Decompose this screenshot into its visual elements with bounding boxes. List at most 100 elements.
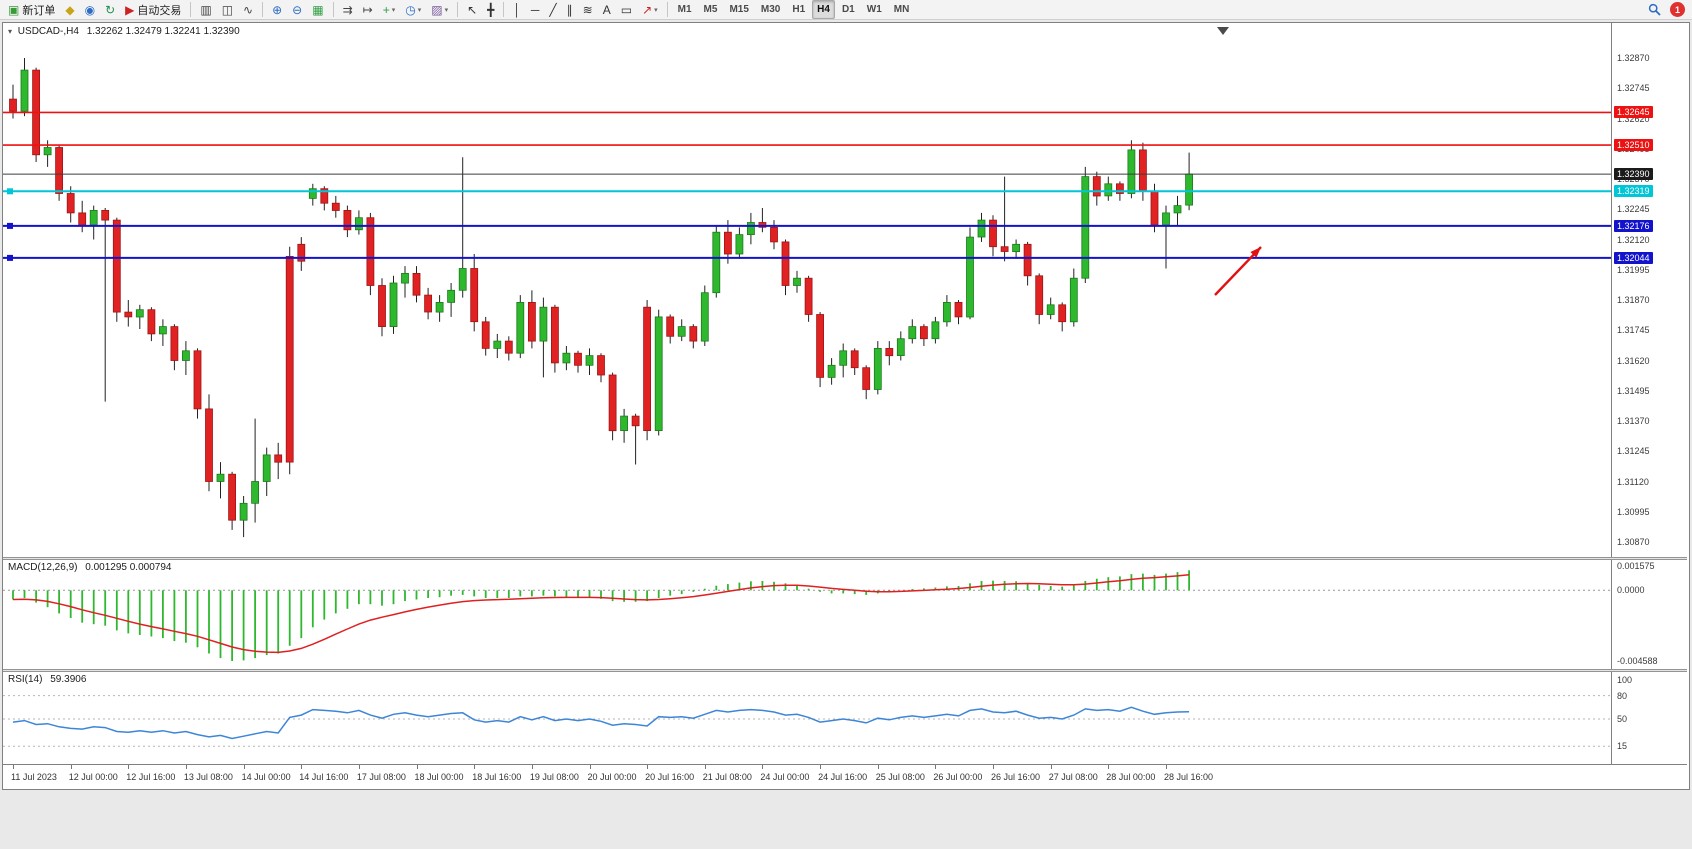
axis-label: 1.31870 [1617, 295, 1650, 305]
candle-up [1069, 277, 1078, 323]
axis-label: 1.31495 [1617, 385, 1650, 396]
candle-up [873, 347, 882, 390]
indicators-button[interactable]: + ▾ [379, 0, 400, 19]
timeframe-m15[interactable]: M15 [724, 0, 753, 19]
price-axis[interactable]: 1.328701.327451.326201.324951.323701.322… [1611, 23, 1688, 764]
auto-trading-button[interactable]: ▶ 自动交易 [121, 0, 185, 19]
timeframe-m30[interactable]: M30 [756, 0, 785, 19]
chart-shift-button[interactable]: ↦ [359, 0, 377, 19]
macd-signal-line [12, 573, 1190, 654]
time-tick [820, 765, 822, 769]
candle-down [366, 217, 375, 286]
arrow-annotation[interactable] [1214, 246, 1262, 296]
text-label-icon: ▭ [620, 2, 633, 17]
metaeditor-button[interactable]: ◆ [61, 0, 78, 19]
candle-up [262, 454, 271, 482]
fibonacci-button[interactable]: ≋ [579, 0, 597, 19]
axis-label: 1.31995 [1617, 264, 1650, 275]
dropdown-arrow-icon[interactable]: ▾ [417, 6, 422, 14]
toolbar: ▣ 新订单 ◆ ◉ ↻ ▶ 自动交易 ▥ ◫ ∿ ⊕ ⊖ ▦ ⇉ ↦ + ▾ ◷ ▾ ▨ ▾ ↖ ╋ │ ─ ╱ ∥ ≋ A ▭ ↗ ▾ M1 M… [0, 0, 1692, 20]
crosshair-button[interactable]: ╋ [483, 0, 498, 19]
timeframe-m1[interactable]: M1 [673, 0, 697, 19]
time-tick [474, 765, 476, 769]
candle-down [816, 314, 824, 378]
support-line-blue-1-handle[interactable] [7, 222, 13, 229]
candle-up [1127, 149, 1136, 194]
refresh-button[interactable]: ↻ [101, 0, 119, 19]
candle-up [181, 350, 190, 361]
notifications-badge[interactable]: 1 [1670, 2, 1685, 17]
candle-down [481, 321, 490, 349]
text-button[interactable]: A [599, 0, 615, 19]
price-badge: 1.32176 [1614, 219, 1653, 232]
support-line-cyan-handle[interactable] [7, 188, 13, 195]
one-click-trading-icon[interactable]: ▾ [8, 27, 13, 36]
candle-up [712, 231, 721, 294]
market-watch-button[interactable]: ◉ [81, 0, 99, 19]
new-order-button[interactable]: ▣ 新订单 [4, 0, 59, 19]
chart-shift-marker[interactable] [1217, 27, 1229, 35]
support-line-blue-2-handle[interactable] [7, 254, 13, 261]
channel-button[interactable]: ∥ [563, 0, 577, 19]
time-tick [589, 765, 591, 769]
candle-down [574, 352, 582, 366]
cursor-button[interactable]: ↖ [463, 0, 481, 19]
timeframe-mn[interactable]: MN [889, 0, 915, 19]
candle-down [170, 326, 179, 361]
search-button[interactable] [1644, 0, 1665, 19]
macd-panel[interactable] [3, 560, 1611, 669]
panel-splitter-macd[interactable] [3, 557, 1687, 560]
dropdown-arrow-icon[interactable]: ▾ [654, 6, 658, 14]
candle-down [954, 301, 963, 318]
rsi-panel[interactable] [3, 672, 1611, 764]
candle-up [620, 415, 628, 432]
candle-down [920, 326, 928, 340]
candle-up [1012, 243, 1020, 253]
candle-down [412, 272, 421, 296]
candle-up [239, 502, 248, 521]
time-tick [416, 765, 418, 769]
arrow-annotation-head[interactable] [1250, 247, 1261, 258]
timeframe-d1[interactable]: D1 [837, 0, 860, 19]
horizontal-line-button[interactable]: ─ [527, 0, 544, 19]
price-badge: 1.32319 [1614, 185, 1653, 198]
rsi-line [12, 706, 1190, 740]
periods-button[interactable]: ◷ ▾ [401, 0, 425, 19]
time-tick [301, 765, 303, 769]
axis-label: 1.32745 [1617, 83, 1650, 94]
main-chart[interactable] [3, 23, 1611, 557]
zoom-out-button[interactable]: ⊖ [288, 0, 306, 19]
timeframe-m5-icon: M5 [703, 3, 718, 15]
bar-chart-button[interactable]: ▥ [196, 0, 215, 19]
candlestick-chart-button[interactable]: ◫ [218, 0, 237, 19]
candle-down [320, 188, 329, 204]
templates-button[interactable]: ▨ ▾ [427, 0, 452, 19]
trendline-button[interactable]: ╱ [545, 0, 560, 19]
candle-down [804, 277, 813, 315]
timeframe-h1[interactable]: H1 [787, 0, 810, 19]
dropdown-arrow-icon[interactable]: ▾ [391, 6, 396, 14]
vertical-line-button[interactable]: │ [509, 0, 525, 19]
auto-scroll-button[interactable]: ⇉ [339, 0, 357, 19]
timeframe-m5[interactable]: M5 [699, 0, 723, 19]
dropdown-arrow-icon[interactable]: ▾ [444, 6, 449, 14]
zoom-in-button[interactable]: ⊕ [268, 0, 286, 19]
candle-down [528, 301, 536, 342]
text-label-button[interactable]: ▭ [617, 0, 636, 19]
panel-splitter-rsi[interactable] [3, 669, 1687, 672]
candle-up [1173, 205, 1182, 214]
timeframe-h4[interactable]: H4 [812, 0, 835, 19]
arrows-button[interactable]: ↗ ▾ [638, 0, 662, 19]
time-label: 12 Jul 16:00 [126, 772, 176, 782]
candle-up [308, 188, 317, 199]
time-axis[interactable]: 11 Jul 2023 12 Jul 00:00 12 Jul 16:00 13 Ju… [3, 764, 1687, 787]
price-badge: 1.32510 [1614, 139, 1653, 152]
candle-up [251, 481, 260, 504]
tile-windows-button[interactable]: ▦ [308, 0, 327, 19]
candle-up [827, 364, 836, 378]
line-chart-button[interactable]: ∿ [239, 0, 257, 19]
macd-histogram [12, 570, 1190, 661]
candle-down [378, 285, 386, 327]
candle-down [343, 209, 352, 231]
timeframe-w1[interactable]: W1 [862, 0, 887, 19]
